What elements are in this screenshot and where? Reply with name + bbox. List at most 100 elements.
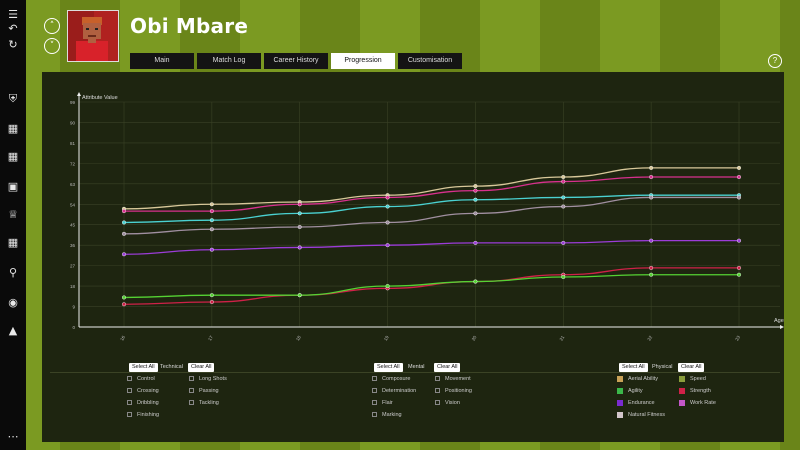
trophy-icon[interactable]: ♕ [8, 208, 18, 221]
filter-label: Flair [382, 400, 393, 406]
checkbox[interactable] [372, 388, 377, 394]
filter-control[interactable]: Control [127, 375, 155, 383]
data-point [561, 240, 566, 245]
checkbox[interactable] [372, 376, 377, 382]
filter-long-shots[interactable]: Long Shots [189, 375, 227, 383]
tab-customisation[interactable]: Customisation [398, 53, 462, 69]
tab-match-log[interactable]: Match Log [197, 53, 261, 69]
filter-label: Work Rate [690, 400, 716, 406]
shield-icon[interactable]: ⛨ [8, 92, 18, 105]
data-point [561, 274, 566, 279]
filter-flair[interactable]: Flair [372, 399, 393, 407]
back-icon[interactable]: ↶ [8, 22, 18, 35]
filter-endurance[interactable]: Endurance [617, 399, 655, 407]
technical-select-all-button[interactable]: Select All [129, 363, 158, 372]
checkbox[interactable] [189, 400, 194, 406]
checkbox[interactable] [617, 387, 623, 394]
data-point [121, 231, 126, 236]
data-point [737, 265, 742, 270]
technical-clear-all-button[interactable]: Clear All [188, 363, 215, 372]
checkbox[interactable] [127, 412, 132, 418]
filter-label: Movement [445, 376, 471, 382]
chevron-up-icon[interactable]: ˄ [44, 18, 60, 34]
filter-label: Dribbling [137, 400, 159, 406]
data-point [209, 293, 214, 298]
physical-clear-all-button[interactable]: Clear All [678, 363, 705, 372]
clipboard-icon[interactable]: ▣ [7, 180, 19, 193]
menu-icon[interactable]: ☰ [8, 8, 18, 21]
search-icon[interactable]: ⚲ [8, 266, 18, 279]
filter-passing[interactable]: Passing [189, 387, 219, 395]
mental-clear-all-button[interactable]: Clear All [434, 363, 461, 372]
filter-label: Passing [199, 388, 219, 394]
cart-icon[interactable]: ▲ [8, 324, 18, 337]
tab-career-history[interactable]: Career History [264, 53, 328, 69]
filter-label: Natural Fitness [628, 412, 665, 418]
filter-strength[interactable]: Strength [679, 387, 711, 395]
mental-select-all-button[interactable]: Select All [374, 363, 403, 372]
checkbox[interactable] [679, 387, 685, 394]
filter-determination[interactable]: Determination [372, 387, 416, 395]
filter-label: Crossing [137, 388, 159, 394]
filter-vision[interactable]: Vision [435, 399, 460, 407]
checkbox[interactable] [372, 400, 377, 406]
help-button[interactable]: ? [768, 54, 782, 68]
tab-progression[interactable]: Progression [331, 53, 395, 69]
filter-agility[interactable]: Agility [617, 387, 643, 395]
filter-crossing[interactable]: Crossing [127, 387, 159, 395]
filter-tackling[interactable]: Tackling [189, 399, 219, 407]
globe-icon[interactable]: ◉ [8, 296, 18, 309]
filter-work-rate[interactable]: Work Rate [679, 399, 716, 407]
refresh-icon[interactable]: ↻ [8, 38, 18, 51]
data-point [561, 174, 566, 179]
checkbox[interactable] [617, 375, 623, 382]
filter-finishing[interactable]: Finishing [127, 411, 159, 419]
calendar-icon[interactable]: ▦ [7, 236, 19, 249]
checkbox[interactable] [435, 400, 440, 406]
more-icon[interactable]: ⋯ [7, 430, 19, 443]
filter-label: Aerial Ability [628, 376, 658, 382]
data-point [561, 195, 566, 200]
checkbox[interactable] [679, 375, 685, 382]
data-point [737, 165, 742, 170]
checkbox[interactable] [435, 376, 440, 382]
checkbox[interactable] [127, 400, 132, 406]
checkbox[interactable] [189, 376, 194, 382]
checkbox[interactable] [127, 388, 132, 394]
checkbox[interactable] [189, 388, 194, 394]
filter-label: Finishing [137, 412, 160, 418]
filter-positioning[interactable]: Positioning [435, 387, 472, 395]
x-axis-arrow [780, 325, 784, 329]
checkbox[interactable] [679, 399, 685, 406]
filter-marking[interactable]: Marking [372, 411, 402, 419]
mental-group-label: Mental [408, 364, 425, 370]
physical-select-all-button[interactable]: Select All [619, 363, 648, 372]
filter-dribbling[interactable]: Dribbling [127, 399, 159, 407]
filter-composure[interactable]: Composure [372, 375, 410, 383]
hierarchy-icon[interactable]: ▦ [7, 122, 19, 135]
data-point [473, 211, 478, 216]
y-tick-label: 45 [70, 223, 76, 228]
dumbbell-icon[interactable]: ▦ [7, 150, 19, 163]
checkbox[interactable] [617, 411, 623, 418]
filter-aerial-ability[interactable]: Aerial Ability [617, 375, 658, 383]
chevron-down-icon[interactable]: ˅ [44, 38, 60, 54]
technical-group-label: Technical [160, 364, 183, 370]
tab-main[interactable]: Main [130, 53, 194, 69]
checkbox[interactable] [617, 399, 623, 406]
checkbox[interactable] [127, 376, 132, 382]
filter-label: Composure [382, 376, 411, 382]
data-point [649, 238, 654, 243]
filter-natural-fitness[interactable]: Natural Fitness [617, 411, 665, 419]
data-point [561, 204, 566, 209]
data-point [473, 197, 478, 202]
filter-movement[interactable]: Movement [435, 375, 471, 383]
checkbox[interactable] [372, 412, 377, 418]
filter-speed[interactable]: Speed [679, 375, 706, 383]
checkbox[interactable] [435, 388, 440, 394]
x-tick-label: 18 [295, 334, 302, 341]
x-tick-label: 20 [471, 334, 478, 341]
data-point [297, 293, 302, 298]
filter-label: Strength [690, 388, 711, 394]
data-point [737, 238, 742, 243]
